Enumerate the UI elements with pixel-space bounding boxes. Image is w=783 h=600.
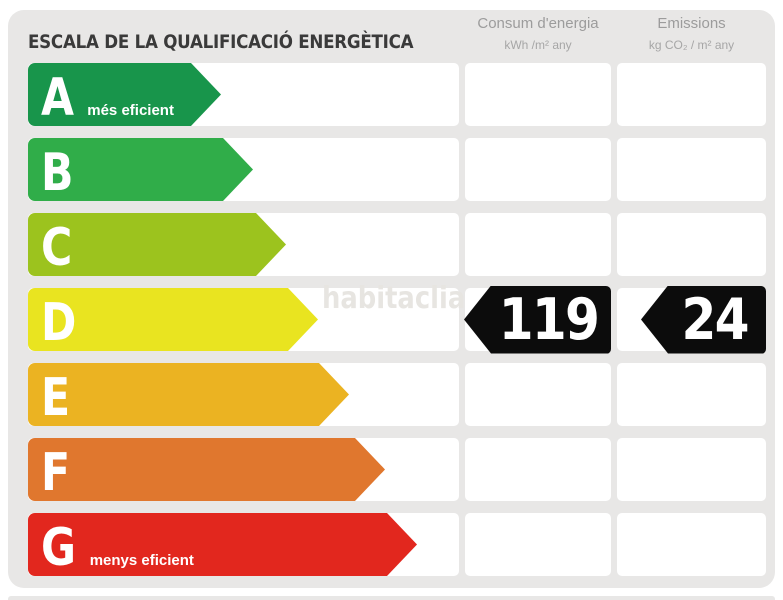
- scale-cell: C: [28, 213, 459, 276]
- grade-letter: A: [41, 68, 75, 128]
- emissions-cell: [617, 213, 766, 276]
- consum-cell: [465, 63, 611, 126]
- grade-letter: G: [41, 518, 77, 578]
- grade-note: menys eficient: [89, 552, 194, 569]
- consum-cell: [465, 438, 611, 501]
- rating-row-f: F: [28, 438, 766, 501]
- rating-rows: A més eficient B: [28, 63, 766, 588]
- emissions-cell: [617, 438, 766, 501]
- scale-cell: B: [28, 138, 459, 201]
- scale-cell: A més eficient: [28, 63, 459, 126]
- consum-cell: [465, 363, 611, 426]
- emissions-value: 24: [681, 286, 749, 353]
- grade-note: més eficient: [87, 102, 174, 119]
- rating-row-c: C: [28, 213, 766, 276]
- grade-arrow: F: [28, 438, 385, 501]
- next-card-edge: [8, 596, 775, 600]
- grade-letter: E: [41, 368, 71, 428]
- grade-arrow: E: [28, 363, 349, 426]
- grade-letter: F: [41, 443, 71, 503]
- rating-row-d: D habitaclia 119 24: [28, 281, 766, 354]
- scale-cell: G menys eficient: [28, 513, 459, 576]
- consum-cell: [465, 513, 611, 576]
- emissions-cell: 24: [617, 285, 766, 354]
- grade-arrow: B: [28, 138, 253, 201]
- grade-arrow: A més eficient: [28, 63, 221, 126]
- rating-row-e: E: [28, 363, 766, 426]
- emissions-cell: [617, 513, 766, 576]
- grade-arrow: D: [28, 288, 318, 351]
- consum-cell: 119: [464, 285, 611, 354]
- emissions-cell: [617, 63, 766, 126]
- emissions-column-unit: kg CO₂ / m² any: [648, 38, 735, 52]
- consum-cell: [465, 213, 611, 276]
- habitaclia-watermark: habitaclia: [322, 281, 466, 316]
- consum-column-header: Consum d'energia kWh /m² any: [465, 15, 611, 52]
- consum-value: 119: [498, 286, 600, 353]
- grade-letter: B: [41, 143, 74, 203]
- panel-header: ESCALA DE LA QUALIFICACIÓ ENERGÈTICA Con…: [8, 10, 775, 63]
- emissions-column-title: Emissions: [657, 15, 726, 32]
- grade-arrow: G menys eficient: [28, 513, 417, 576]
- rating-row-b: B: [28, 138, 766, 201]
- emissions-value-arrow: 24: [641, 285, 766, 354]
- emissions-cell: [617, 363, 766, 426]
- grade-letter: D: [41, 293, 77, 353]
- grade-letter: C: [41, 218, 73, 278]
- scale-cell: E: [28, 363, 459, 426]
- consum-cell: [465, 138, 611, 201]
- scale-cell: D habitaclia: [28, 281, 465, 351]
- emissions-cell: [617, 138, 766, 201]
- energy-rating-panel: ESCALA DE LA QUALIFICACIÓ ENERGÈTICA Con…: [8, 10, 775, 588]
- page-title: ESCALA DE LA QUALIFICACIÓ ENERGÈTICA: [28, 31, 414, 53]
- rating-row-a: A més eficient: [28, 63, 766, 126]
- consum-value-arrow: 119: [464, 285, 611, 354]
- rating-row-g: G menys eficient: [28, 513, 766, 576]
- consum-column-unit: kWh /m² any: [504, 38, 572, 52]
- scale-cell: F: [28, 438, 459, 501]
- emissions-column-header: Emissions kg CO₂ / m² any: [617, 15, 766, 52]
- consum-column-title: Consum d'energia: [477, 15, 599, 32]
- grade-arrow: C: [28, 213, 286, 276]
